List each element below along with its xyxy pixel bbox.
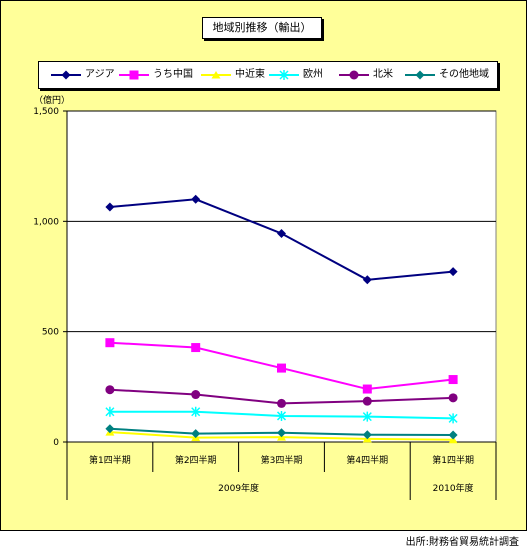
data-point xyxy=(105,406,115,417)
legend-label: うち中国 xyxy=(153,69,193,80)
data-point xyxy=(277,428,286,438)
legend-swatch-marker xyxy=(279,70,289,80)
y-axis-label: （億円） xyxy=(34,94,70,106)
x-tick-label: 第2四半期 xyxy=(175,454,217,466)
legend-swatch xyxy=(201,71,231,79)
data-point xyxy=(448,435,458,444)
gridlines xyxy=(67,110,496,333)
data-point xyxy=(448,267,458,277)
x-tick-label: 第1四半期 xyxy=(89,454,131,466)
x-tick-label: 第3四半期 xyxy=(261,454,303,466)
legend-swatch-marker xyxy=(61,70,71,80)
legend-label: 欧州 xyxy=(303,69,323,80)
data-point xyxy=(105,338,115,348)
data-point xyxy=(105,202,115,212)
series-lines xyxy=(105,194,458,444)
legend-label: その他地域 xyxy=(439,69,489,80)
source-note: 出所:財務省貿易統計調査 xyxy=(405,537,519,548)
chart-legend: アジア うち中国 中近東 欧州 北米 その他地域 xyxy=(38,61,498,89)
legend-swatch xyxy=(51,70,81,80)
series-1 xyxy=(105,194,458,285)
data-point xyxy=(448,430,458,440)
y-tick-label: 0 xyxy=(53,438,59,448)
data-point xyxy=(362,384,372,394)
x-group-label: 2010年度 xyxy=(433,482,474,494)
data-point xyxy=(191,194,201,204)
legend-swatch xyxy=(119,70,149,80)
data-point xyxy=(276,410,287,421)
y-tick-label: 500 xyxy=(42,328,59,338)
legend-label: 北米 xyxy=(373,69,393,80)
data-point xyxy=(362,411,372,422)
legend-swatch-marker xyxy=(415,70,425,80)
series-4 xyxy=(105,406,458,424)
data-point xyxy=(277,228,286,238)
series-2 xyxy=(105,338,458,394)
legend-swatch-marker xyxy=(129,70,139,80)
legend-swatch xyxy=(339,70,369,80)
data-point xyxy=(191,343,201,353)
series-6 xyxy=(105,424,458,440)
axes: 0 500 1,000 1,500 第1四半期 第2四半期 第3四半期 第4四半期 第1四半期 2… xyxy=(33,107,497,500)
x-group-label: 2009年度 xyxy=(218,482,259,494)
x-tick-label: 第1四半期 xyxy=(432,454,474,466)
series-5 xyxy=(105,385,458,408)
data-point xyxy=(448,393,458,403)
legend-swatch xyxy=(269,70,299,80)
data-point xyxy=(448,375,458,385)
legend-label: アジア xyxy=(85,69,115,80)
legend-swatch-marker xyxy=(211,71,221,79)
data-point xyxy=(191,429,201,439)
data-point xyxy=(362,430,372,440)
legend-label: 中近東 xyxy=(235,69,265,80)
y-tick-label: 1,000 xyxy=(33,217,59,227)
data-point xyxy=(448,413,458,424)
chart-plot: 0 500 1,000 1,500 第1四半期 第2四半期 第3四半期 第4四半期 第1四半期 2… xyxy=(33,94,497,500)
y-tick-label: 1,500 xyxy=(33,107,59,117)
x-tick-label: 第4四半期 xyxy=(346,454,388,466)
legend-swatch-marker xyxy=(349,70,359,80)
chart-title: 地域別推移（輸出） xyxy=(202,17,322,39)
legend-swatch xyxy=(405,70,435,80)
data-point xyxy=(191,390,201,400)
data-point xyxy=(105,424,115,434)
data-point xyxy=(362,275,372,285)
data-point xyxy=(277,363,286,373)
plot-area xyxy=(66,110,497,443)
data-point xyxy=(362,396,372,406)
data-point xyxy=(191,406,201,417)
data-point xyxy=(277,398,286,408)
data-point xyxy=(105,385,115,395)
